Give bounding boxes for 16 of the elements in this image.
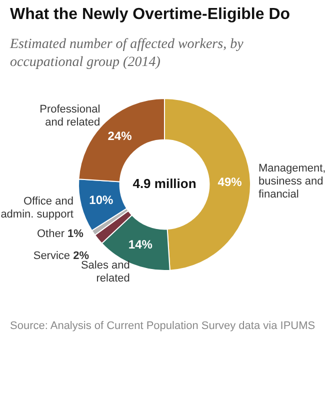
slice-label: Service <box>33 250 70 262</box>
source-note: Source: Analysis of Current Population Survey data via IPUMS <box>10 319 316 334</box>
chart-subtitle: Estimated number of affected workers, by occupational group (2014) <box>10 36 244 72</box>
chart-title: What the Newly Overtime-Eligible Do <box>10 6 290 24</box>
data-label: 1% <box>64 228 84 240</box>
slice-label: Management, business and financial <box>258 162 326 201</box>
data-label: 10% <box>89 193 114 208</box>
data-label: 24% <box>108 129 132 144</box>
data-label: 49% <box>218 174 242 189</box>
slice-label: Professional and related <box>40 104 100 129</box>
data-label: 14% <box>128 238 153 252</box>
data-label: 2% <box>70 250 90 262</box>
slice-label: Sales and related <box>80 259 130 284</box>
text: 4.9 million <box>132 176 196 192</box>
slice-label: Office and admin. support <box>0 195 74 220</box>
slice-label: Other <box>36 228 65 240</box>
